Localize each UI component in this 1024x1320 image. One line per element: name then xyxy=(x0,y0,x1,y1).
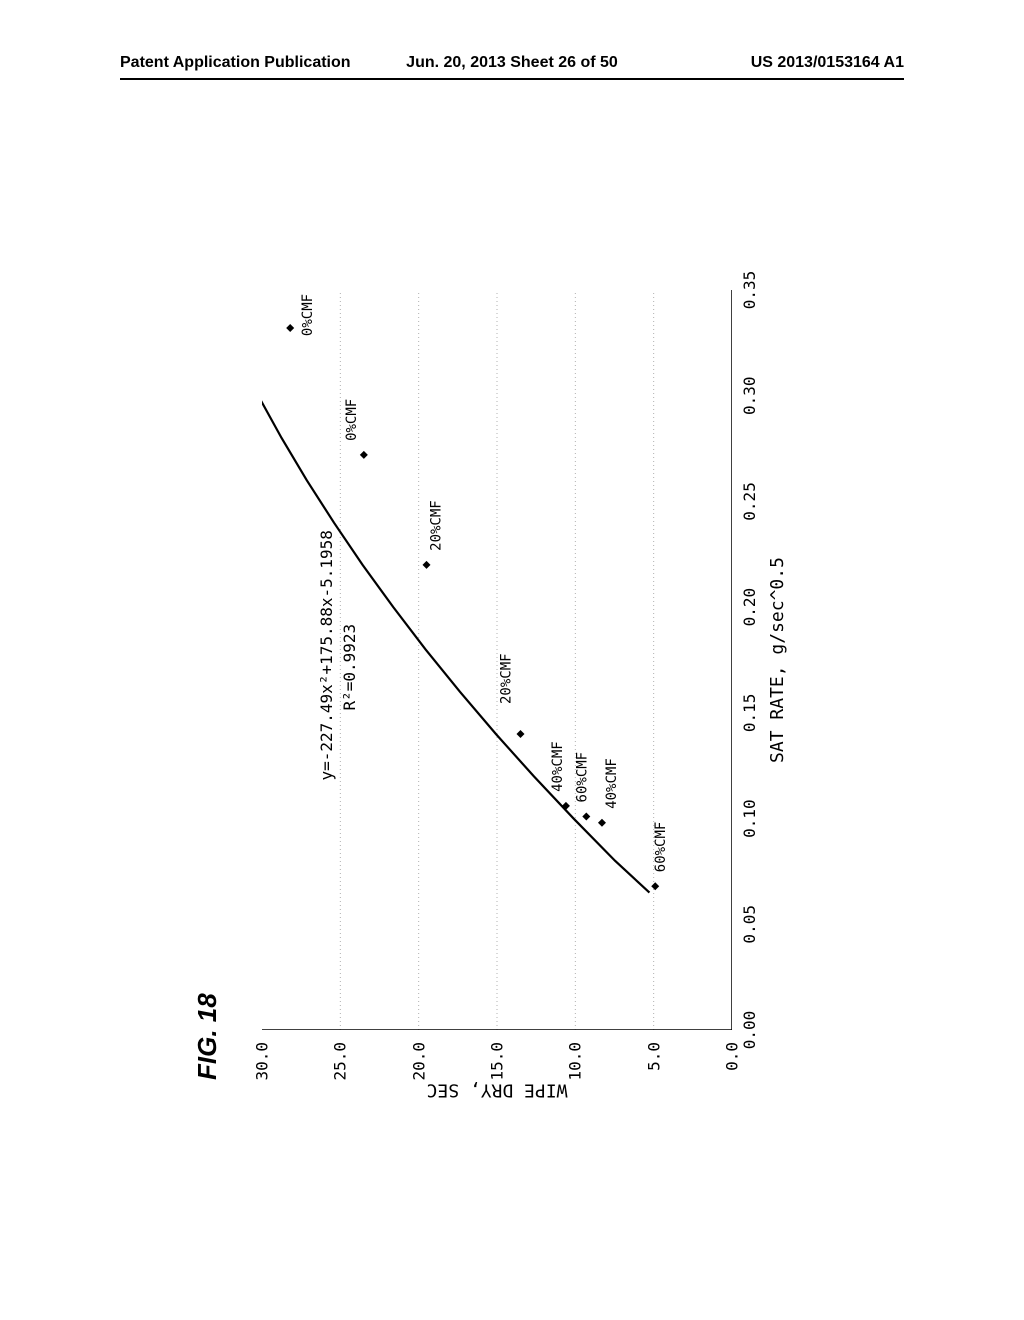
svg-text:0%CMF: 0%CMF xyxy=(344,399,360,441)
page: Patent Application Publication Jun. 20, … xyxy=(0,0,1024,1320)
x-tick-label: 0.05 xyxy=(740,905,759,944)
header-mid: Jun. 20, 2013 Sheet 26 of 50 xyxy=(406,54,618,72)
x-tick-label: 0.30 xyxy=(740,376,759,415)
x-tick-label: 0.25 xyxy=(740,482,759,521)
x-tick-label: 0.20 xyxy=(740,588,759,627)
header-left: Patent Application Publication xyxy=(120,54,351,72)
x-axis-label: SAT RATE, g/sec^0.5 xyxy=(767,557,788,763)
header-rule xyxy=(120,78,904,80)
svg-text:60%CMF: 60%CMF xyxy=(653,822,669,873)
header-right: US 2013/0153164 A1 xyxy=(751,54,904,72)
figure-18: FIG. 18 60%CMF 40%CMF 60%CMF 40%CMF 20%CMF 20… xyxy=(192,240,832,1140)
fit-equation-line2: R²=0.9923 xyxy=(340,624,359,711)
svg-text:20%CMF: 20%CMF xyxy=(429,500,445,551)
x-tick-label: 0.10 xyxy=(740,799,759,838)
y-tick-label: 5.0 xyxy=(644,1042,663,1092)
figure-title: FIG. 18 xyxy=(192,993,223,1080)
y-tick-label: 20.0 xyxy=(409,1042,428,1092)
figure-rotated-wrapper: FIG. 18 60%CMF 40%CMF 60%CMF 40%CMF 20%CMF 20… xyxy=(192,240,832,1140)
svg-text:40%CMF: 40%CMF xyxy=(604,758,620,809)
x-tick-label: 0.35 xyxy=(740,271,759,310)
y-tick-label: 30.0 xyxy=(253,1042,272,1092)
x-tick-label: 0.15 xyxy=(740,694,759,733)
x-tick-label: 0.00 xyxy=(740,1011,759,1050)
fit-equation-line1: y=-227.49x²+175.88x-5.1958 xyxy=(317,530,336,780)
svg-text:20%CMF: 20%CMF xyxy=(499,653,515,704)
svg-text:0%CMF: 0%CMF xyxy=(300,294,316,336)
svg-text:60%CMF: 60%CMF xyxy=(574,752,590,803)
y-tick-label: 10.0 xyxy=(566,1042,585,1092)
svg-text:40%CMF: 40%CMF xyxy=(550,741,566,792)
y-tick-label: 25.0 xyxy=(331,1042,350,1092)
plot-area: 60%CMF 40%CMF 60%CMF 40%CMF 20%CMF 20%CMF 0%CM… xyxy=(262,290,732,1030)
y-tick-label: 15.0 xyxy=(488,1042,507,1092)
y-tick-label: 0.0 xyxy=(723,1042,742,1092)
